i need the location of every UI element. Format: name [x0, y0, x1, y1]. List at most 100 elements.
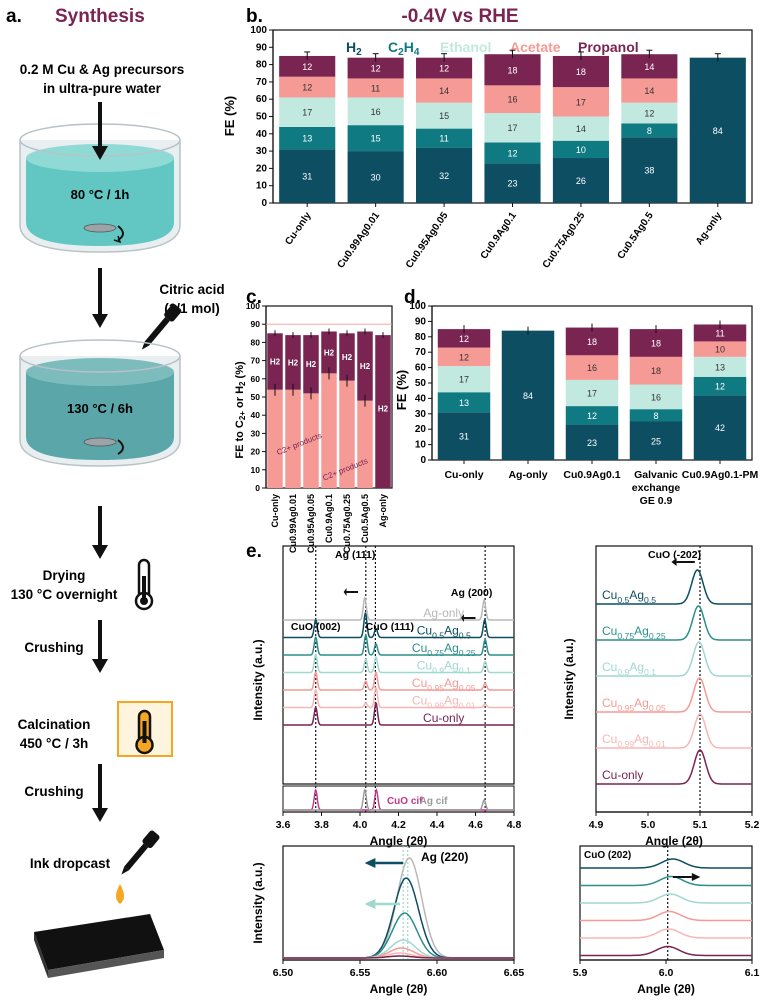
y-tick-label: 90: [256, 42, 268, 53]
bar-value-label: 14: [576, 124, 586, 134]
thermometer-icon: [134, 558, 154, 611]
trace-label: Cu0.99Ag0.01: [412, 694, 476, 711]
xrd-trace-ag-only: [283, 857, 514, 959]
y-tick-label: 10: [256, 181, 268, 192]
legend-h2: H2: [346, 39, 362, 58]
panel-e2-plot: Cu0.5Ag0.5 Cu0.75Ag0.25 Cu0.9Ag0.1 Cu0.95Ag…: [562, 545, 760, 848]
y-tick-label: 10: [251, 465, 261, 475]
panel-d-letter: d.: [404, 287, 421, 308]
bar-segment-c2plus: [321, 373, 337, 488]
y-tick-label: 100: [409, 301, 426, 312]
trace-label: Cu0.5Ag0.5: [417, 624, 471, 641]
bar-value-label: 17: [459, 375, 469, 385]
annotation-cuo-202-low: CuO (202): [584, 850, 631, 861]
x-tick-label: 6.50: [273, 967, 294, 979]
x-tick-label: 5.2: [745, 819, 760, 831]
bar-value-label: 84: [713, 126, 723, 136]
x-tick-label: 4.2: [391, 819, 406, 831]
panel-c-chart: c. FE to C2+ or H2 (%) 0 10 20 30 40 50 60 70 80…: [234, 287, 393, 553]
panel-e-letter: e.: [246, 541, 262, 562]
step-calcination-line2: 450 °C / 3h: [20, 736, 88, 751]
bar-segment-h2: [565, 424, 619, 460]
beaker-2-icon: [19, 339, 181, 467]
xrd-trace-cu0.99ag0.01: [580, 928, 752, 939]
step-crushing2: Crushing: [24, 784, 83, 799]
y-tick-label: 60: [251, 374, 261, 384]
bar-value-label: 14: [644, 86, 654, 96]
bar-value-label: 16: [587, 363, 597, 373]
x-tick-label: Cu0.95Ag0.05: [306, 494, 316, 553]
y-tick-label: 40: [251, 410, 261, 420]
bar-segment-ethanol: [565, 379, 619, 407]
bar-value-label: 31: [459, 432, 469, 442]
step-precursors-line2: in ultra-pure water: [43, 81, 162, 96]
bar-segment-propanol: [565, 327, 619, 356]
arrow-head-icon: [92, 659, 108, 673]
y-tick-label: 50: [256, 112, 268, 123]
bar-value-label: 13: [459, 398, 469, 408]
xrd-trace-cu0.9ag0.1: [580, 893, 752, 904]
x-tick-label: Cu-only: [444, 469, 483, 481]
bar-segment-propanol: [416, 57, 473, 79]
xrd-trace-cu0.75ag0.25: [283, 912, 514, 959]
bar-value-label: 18: [651, 338, 661, 348]
bar-segment-acetate: [693, 341, 747, 357]
x-tick-label: Cu0.99Ag0.01: [288, 494, 298, 553]
bar-segment-acetate: [629, 356, 683, 385]
y-tick-label: 20: [256, 163, 268, 174]
x-tick-label: 4.4: [430, 819, 445, 831]
bar-value-label: 12: [587, 411, 597, 421]
bar-value-label: 32: [439, 171, 449, 181]
step-heat1: 80 °C / 1h: [71, 187, 130, 202]
bar-segment-c2h4: [565, 406, 619, 425]
bar-segment-propanol: [484, 54, 541, 86]
trace-label: Cu0.5Ag0.5: [602, 588, 656, 605]
x-tick-label: Galvanic: [634, 469, 678, 481]
x-tick-label: 6.1: [745, 967, 760, 979]
x-tick-label: 4.8: [507, 819, 522, 831]
bar-h2-label: H2: [378, 405, 389, 414]
panel-c-letter: c.: [246, 287, 262, 308]
bar-segment-c2h4: [484, 142, 541, 164]
bar-segment-ethanol: [416, 102, 473, 129]
trace-label: Cu0.75Ag0.25: [412, 641, 476, 658]
bar-segment-ethanol: [693, 356, 747, 377]
bar-segment-ethanol: [279, 97, 336, 127]
bar-value-label: 23: [507, 179, 517, 189]
x-tick-label: Cu0.9Ag0.1: [563, 469, 620, 481]
x-tick-label: 3.6: [276, 819, 291, 831]
bar-value-label: 12: [715, 382, 725, 392]
bar-value-label: 15: [439, 111, 449, 121]
x-axis-title: Angle (2θ): [637, 982, 695, 996]
bar-segment-c2h4: [629, 409, 683, 422]
bar-value-label: 11: [715, 328, 724, 338]
bar-segment-c2h4: [621, 123, 678, 138]
shift-arrow-head-icon: [343, 588, 347, 596]
bar-value-label: 18: [507, 65, 517, 75]
xrd-trace-cu0.75ag0.25: [283, 633, 514, 656]
y-axis-title: Intensity (a.u.): [251, 862, 265, 943]
shift-arrow-head-icon: [364, 899, 376, 909]
panel-b-chart: b. -0.4V vs RHE FE (%) H2 C2H4 Ethanol A…: [222, 6, 753, 270]
bar-value-label: 26: [576, 176, 586, 186]
xrd-trace-cu0.95ag0.05: [580, 910, 752, 922]
xrd-trace-cu0.5ag0.5: [596, 569, 752, 605]
bar-segment-acetate: [347, 78, 404, 98]
bar-segment-h2: [357, 331, 373, 401]
trace-label: Cu-only: [423, 711, 464, 725]
bar-h2-label: H2: [342, 353, 353, 362]
bar-segment-h2: [501, 330, 555, 460]
bar-value-label: 38: [644, 166, 654, 176]
legend-c2h4: C2H4: [388, 39, 420, 58]
step-drying-line2: 130 °C overnight: [11, 587, 118, 602]
bar-segment-ethanol: [484, 113, 541, 143]
step-calcination-line1: Calcination: [18, 717, 91, 732]
y-tick-label: 30: [256, 146, 268, 157]
bar-h2-label: H2: [288, 358, 299, 367]
arrow-head-icon: [92, 146, 108, 160]
step-precursors-line1: 0.2 M Cu & Ag precursors: [20, 62, 185, 77]
bar-value-label: 42: [715, 423, 725, 433]
bar-value-label: 12: [507, 148, 517, 158]
xrd-trace-cu0.5ag0.5: [283, 611, 514, 639]
x-tick-label: 4.9: [589, 819, 604, 831]
